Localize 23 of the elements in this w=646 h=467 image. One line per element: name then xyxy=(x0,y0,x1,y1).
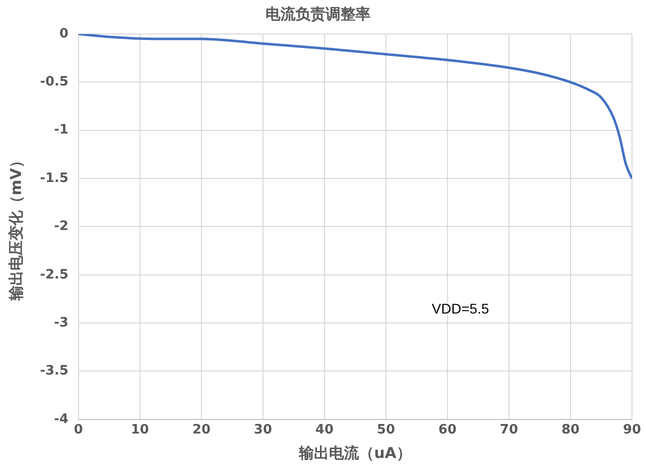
y-tick-label: 0 xyxy=(59,26,68,42)
x-tick-label: 60 xyxy=(438,422,457,438)
annotation: VDD=5.5 xyxy=(432,300,490,316)
x-tick-label: 10 xyxy=(130,422,149,438)
y-tick-label: -1 xyxy=(54,122,68,138)
y-tick-label: -2.5 xyxy=(40,267,68,282)
x-tick-label: 20 xyxy=(192,422,210,438)
x-tick-label: 40 xyxy=(315,422,334,438)
x-tick-label: 90 xyxy=(622,422,642,438)
x-tick-label: 80 xyxy=(561,422,580,438)
y-tick-label: -0.5 xyxy=(40,74,68,90)
y-tick-label: -4 xyxy=(54,412,68,427)
y-tick-label: -3.5 xyxy=(40,364,68,379)
y-tick-label: -1.5 xyxy=(40,170,68,186)
y-axis-title: 输出电压变化（mV） xyxy=(6,153,25,302)
x-tick-label: 0 xyxy=(74,422,83,438)
x-tick-label: 30 xyxy=(254,422,272,438)
y-tick-label: -3 xyxy=(54,315,68,330)
chart-title: 电流负责调整率 xyxy=(266,4,370,23)
y-tick-label: -2 xyxy=(54,219,68,234)
x-axis-title: 输出电流（uA） xyxy=(298,444,412,462)
x-tick-label: 70 xyxy=(500,422,518,438)
x-tick-label: 50 xyxy=(376,422,396,438)
